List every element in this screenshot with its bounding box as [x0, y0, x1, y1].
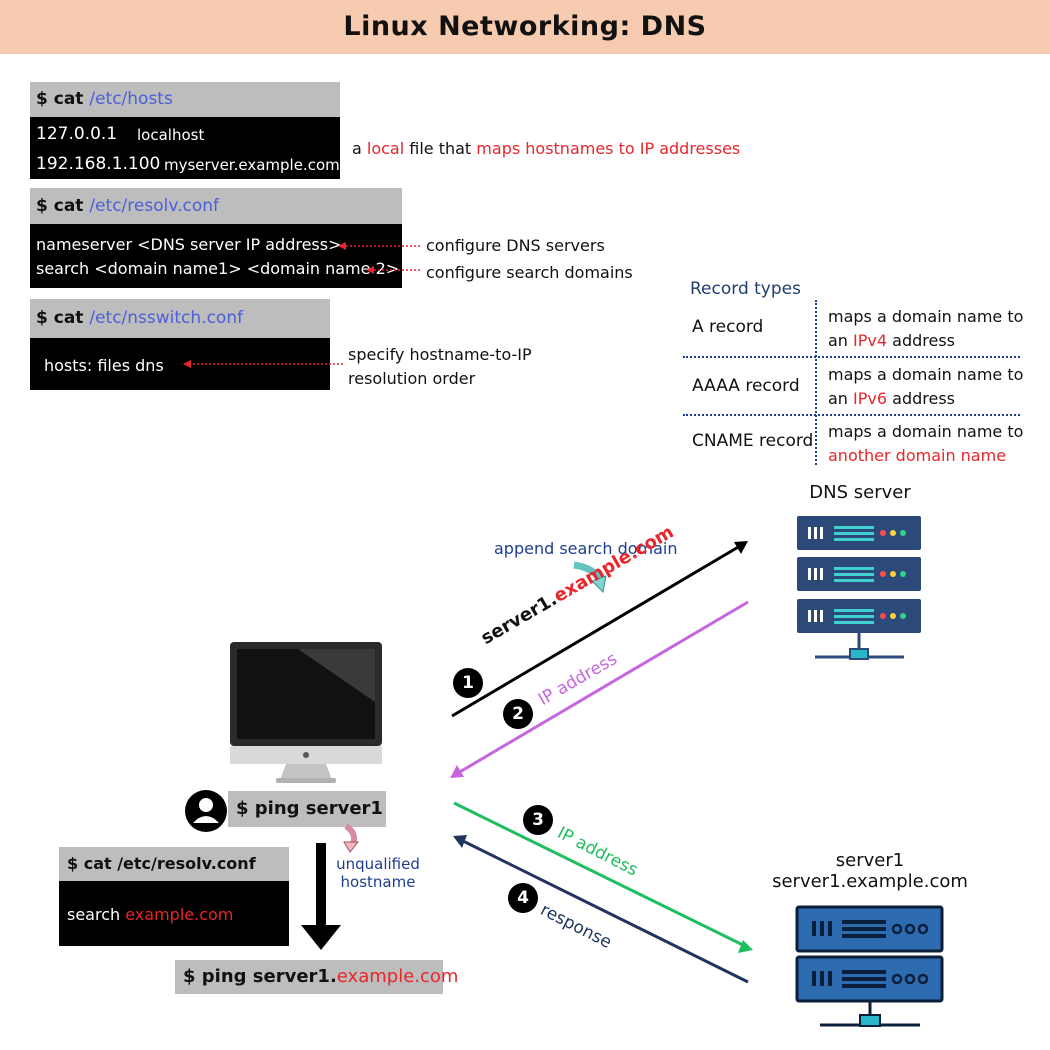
record-aaaa-name: AAAA record — [692, 376, 800, 396]
nsswitch-hosts-line: hosts: files dns — [44, 356, 164, 375]
bottom-resolv-header: $ cat /etc/resolv.conf — [59, 847, 289, 881]
step-1-badge: 1 — [453, 668, 483, 698]
record-cname-name: CNAME record — [692, 431, 814, 451]
record-aaaa-desc: maps a domain name to an IPv6 address — [828, 365, 1024, 408]
nsswitch-header: $ cat /etc/nsswitch.conf — [30, 299, 330, 338]
dns-server-unit-2 — [797, 557, 921, 591]
down-arrow-shaft — [316, 843, 326, 925]
pointer-head-search — [366, 266, 374, 274]
hosts-header: $ cat /etc/hosts — [30, 82, 340, 117]
dns-server-unit-1 — [797, 516, 921, 550]
resolv-annotation-search: configure search domains — [426, 263, 633, 282]
nsswitch-path: /etc/nsswitch.conf — [89, 308, 244, 328]
hosts-ip-2: 192.168.1.100 — [36, 154, 161, 174]
append-search-domain-label: append search domain — [494, 539, 678, 558]
ping-full-command: $ ping server1.example.com — [175, 960, 458, 994]
hosts-name-1: localhost — [137, 126, 205, 144]
arrow-step1-head — [734, 541, 748, 554]
record-table-divider-h2 — [683, 414, 1020, 416]
down-arrow-head — [301, 925, 341, 950]
resolv-prompt: $ cat — [36, 196, 90, 216]
record-table-divider-v — [815, 300, 817, 465]
dns-server-unit-3 — [797, 599, 921, 633]
hosts-prompt: $ cat — [36, 89, 90, 109]
teal-curved-arrowhead — [591, 575, 607, 594]
ping-short-command: $ ping server1 — [228, 791, 386, 827]
record-a-desc: maps a domain name to an IPv4 address — [828, 307, 1024, 350]
hosts-path: /etc/hosts — [89, 89, 173, 109]
hosts-name-2: myserver.example.com — [164, 156, 340, 174]
bottom-resolv-search-line: search example.com — [67, 905, 234, 924]
hosts-ip-1: 127.0.0.1 — [36, 124, 118, 144]
record-cname-desc: maps a domain name to another domain nam… — [828, 422, 1024, 465]
nsswitch-prompt: $ cat — [36, 308, 90, 328]
resolv-annotation-dns: configure DNS servers — [426, 236, 605, 255]
unqualified-annotation: unqualified hostname — [336, 855, 420, 891]
pointer-head-nsswitch — [183, 360, 191, 368]
arrow-step4-head — [453, 835, 467, 848]
resolv-search-line: search <domain name1> <domain name 2> — [36, 259, 400, 278]
record-types-title: Record types — [690, 279, 801, 299]
pink-curl-arrowhead — [343, 841, 360, 853]
server1-unit-2 — [795, 955, 944, 1003]
computer-monitor-icon — [230, 642, 382, 783]
page-title: Linux Networking: DNS — [343, 11, 707, 42]
step-3-badge: 3 — [523, 805, 553, 835]
pointer-head-dns — [338, 242, 346, 250]
nsswitch-body: hosts: files dns — [30, 338, 330, 390]
server1-icon — [795, 905, 944, 1027]
record-table-divider-h1 — [683, 356, 1020, 358]
step-4-badge: 4 — [508, 883, 538, 913]
resolv-header: $ cat /etc/resolv.conf — [30, 188, 402, 224]
step-2-badge: 2 — [503, 699, 533, 729]
nsswitch-annotation-1: specify hostname-to-IP — [348, 345, 532, 364]
nsswitch-annotation-2: resolution order — [348, 369, 476, 388]
server1-unit-1 — [795, 905, 944, 953]
user-icon — [185, 790, 227, 832]
teal-curved-arrow — [573, 561, 603, 581]
arrow-step3-head — [738, 940, 753, 953]
title-bar — [0, 0, 1050, 54]
dns-server-icon — [797, 516, 921, 660]
hosts-body: 127.0.0.1 localhost 192.168.1.100 myserv… — [30, 117, 340, 179]
resolv-body: nameserver <DNS server IP address> searc… — [30, 224, 402, 288]
arrow-step4-line — [460, 838, 749, 984]
record-a-name: A record — [692, 317, 764, 337]
arrow-step2-head — [450, 765, 464, 778]
resolv-nameserver-line: nameserver <DNS server IP address> — [36, 235, 342, 254]
resolv-path: /etc/resolv.conf — [89, 196, 219, 216]
hosts-annotation: a local file that maps hostnames to IP a… — [352, 139, 741, 158]
arrow-step3-line — [453, 801, 746, 948]
arrow-step1-line — [451, 544, 741, 718]
dns-server-label: DNS server — [809, 482, 911, 503]
arrow-step2-line — [457, 600, 749, 775]
server1-label: server1 server1.example.com — [772, 850, 968, 892]
bottom-resolv-body: search example.com — [59, 881, 289, 946]
